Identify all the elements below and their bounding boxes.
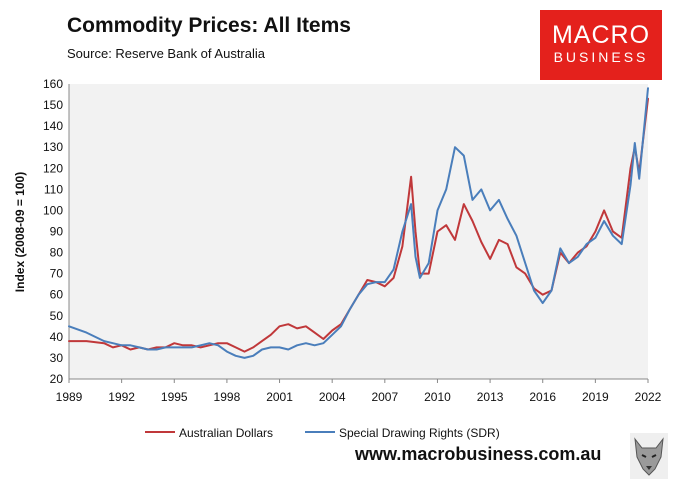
- y-tick-label: 40: [50, 330, 64, 344]
- y-tick-label: 110: [44, 182, 63, 196]
- y-tick-label: 20: [50, 372, 64, 386]
- x-tick-label: 2016: [529, 390, 556, 404]
- x-tick-label: 1995: [161, 390, 188, 404]
- website-url: www.macrobusiness.com.au: [355, 444, 602, 464]
- y-tick-label: 90: [50, 225, 64, 239]
- y-tick-label: 100: [43, 203, 63, 217]
- legend-label: Australian Dollars: [179, 426, 273, 440]
- x-tick-label: 2013: [477, 390, 504, 404]
- x-tick-label: 2019: [582, 390, 609, 404]
- x-tick-label: 1989: [56, 390, 83, 404]
- x-tick-label: 2004: [319, 390, 346, 404]
- y-tick-label: 70: [50, 267, 64, 281]
- logo-line-1: MACRO: [551, 21, 651, 49]
- y-axis: 20 30 40 50 60 70 80 90 100 110 120 130 140 150 160: [43, 77, 70, 386]
- y-tick-label: 30: [50, 351, 64, 365]
- x-tick-label: 2010: [424, 390, 451, 404]
- x-tick-label: 2022: [635, 390, 662, 404]
- chart-source: Source: Reserve Bank of Australia: [67, 46, 265, 61]
- y-tick-label: 140: [43, 119, 63, 133]
- x-tick-label: 2007: [371, 390, 398, 404]
- macrobusiness-logo: MACRO BUSINESS: [540, 10, 662, 80]
- y-tick-label: 150: [43, 98, 63, 112]
- y-tick-label: 50: [50, 309, 64, 323]
- y-tick-label: 160: [43, 77, 63, 91]
- y-axis-label: Index (2008-09 = 100): [13, 172, 27, 292]
- wolf-mascot-icon: [630, 433, 668, 479]
- y-tick-label: 80: [50, 246, 64, 260]
- x-tick-label: 1998: [214, 390, 241, 404]
- series-line-sdr: [68, 87, 649, 359]
- y-tick-label: 60: [50, 288, 64, 302]
- legend-label: Special Drawing Rights (SDR): [339, 426, 500, 440]
- y-tick-label: 120: [43, 161, 63, 175]
- series-layer: [68, 87, 649, 359]
- legend: Australian Dollars Special Drawing Rights…: [145, 426, 500, 440]
- plot-area: [69, 84, 648, 379]
- x-axis: 1989 1992 1995 1998 2001 2004 2007 2010 2013 2016…: [56, 378, 662, 404]
- x-tick-label: 2001: [266, 390, 293, 404]
- chart-title: Commodity Prices: All Items: [67, 14, 351, 37]
- y-tick-label: 130: [43, 140, 63, 154]
- x-tick-label: 1992: [108, 390, 135, 404]
- logo-line-2: BUSINESS: [553, 49, 649, 65]
